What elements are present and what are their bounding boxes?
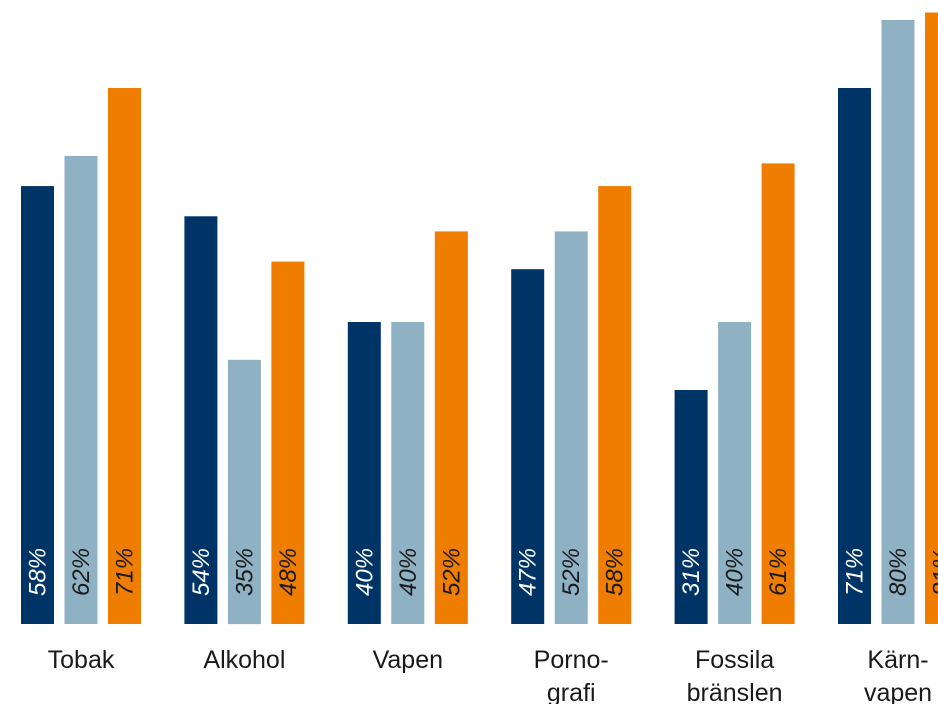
category-label: grafi (547, 679, 596, 704)
bar (761, 163, 795, 624)
bar (64, 155, 98, 624)
bar-value-label: 40% (395, 548, 422, 596)
bar (881, 20, 915, 624)
bar (108, 88, 141, 624)
bar-value-label: 47% (515, 548, 542, 596)
category-label: bränslen (687, 679, 783, 704)
bars-layer (21, 12, 938, 625)
bar-value-label: 58% (25, 548, 52, 596)
bar (674, 390, 708, 624)
bar-value-label: 54% (188, 548, 215, 596)
bar-value-label: 52% (558, 548, 585, 596)
bar (21, 186, 54, 624)
bar-value-label: 48% (275, 548, 302, 596)
bar-value-label: 58% (602, 548, 629, 596)
category-label: vapen (864, 679, 932, 704)
bar (227, 359, 261, 625)
bar (925, 12, 938, 624)
category-label: Kärn- (867, 646, 928, 674)
bar-value-label: 80% (885, 548, 912, 596)
bar (271, 261, 305, 624)
bar-value-label: 35% (231, 548, 258, 596)
bar (511, 269, 545, 624)
bar-labels-layer: 58% 62% 71% 54% 35% 48% 40% 40% 52% 47% 52% 58% 31% 4… (25, 548, 938, 596)
category-label: Fossila (695, 646, 774, 674)
bar-value-label: 71% (112, 548, 139, 596)
bar-value-label: 52% (438, 548, 465, 596)
bar (554, 231, 588, 624)
category-labels-layer: Tobak Alkohol Vapen Porno-grafi Fossila bräns… (48, 646, 932, 704)
bar (838, 88, 871, 624)
bar (598, 186, 632, 624)
bar-value-label: 71% (842, 548, 869, 596)
bar-value-label: 62% (68, 548, 95, 596)
bar (391, 322, 425, 624)
bar-value-label: 81% (929, 548, 938, 596)
bar-value-label: 61% (765, 548, 792, 596)
bar (347, 322, 381, 624)
bar (184, 216, 218, 625)
category-label: Alkohol (203, 646, 285, 674)
category-label: Vapen (373, 646, 443, 674)
bar-value-label: 40% (351, 548, 378, 596)
category-label: Porno- (534, 646, 609, 674)
bar-value-label: 40% (722, 548, 749, 596)
bar (718, 322, 752, 624)
bar (434, 231, 468, 624)
category-label: Tobak (48, 646, 115, 674)
bar-value-label: 31% (678, 548, 705, 596)
